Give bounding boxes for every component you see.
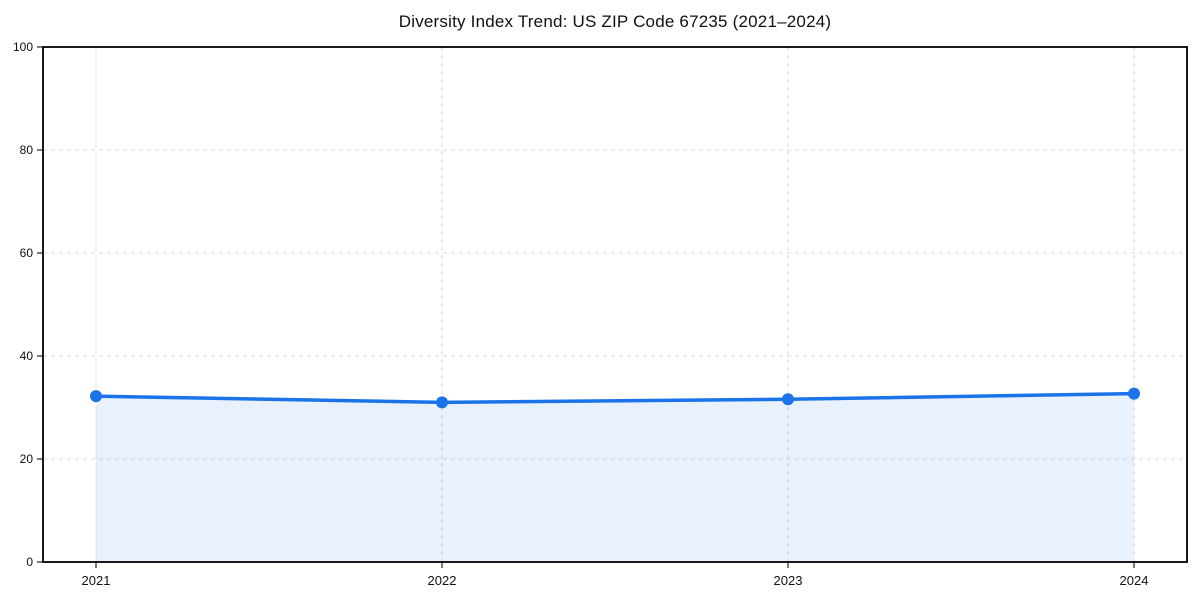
chart-title: Diversity Index Trend: US ZIP Code 67235… [398, 12, 832, 31]
plot-frame [42, 46, 1188, 563]
trend-line [94, 391, 1136, 405]
x-axis-tick-label: 2021 [82, 573, 111, 588]
y-axis-tick-label: 20 [20, 452, 34, 466]
data-point [436, 396, 448, 409]
x-axis-tick-label: 2023 [774, 573, 803, 588]
y-axis-tick-label: 80 [20, 143, 34, 157]
data-point [1128, 387, 1140, 400]
y-axis-tick-label: 100 [13, 40, 33, 54]
y-axis-tick-label: 40 [20, 349, 34, 363]
y-axis-tick-label: 0 [26, 555, 33, 569]
area-fill [96, 393, 1134, 562]
x-axis-tick-label: 2022 [428, 573, 457, 588]
x-axis-tick-label: 2024 [1120, 573, 1149, 588]
y-axis-tick-label: 60 [20, 246, 34, 260]
data-point [782, 393, 794, 406]
data-point [90, 390, 102, 403]
